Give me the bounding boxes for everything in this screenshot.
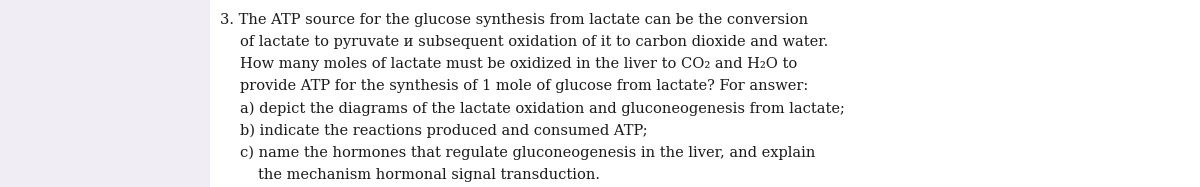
Text: the mechanism hormonal signal transduction.: the mechanism hormonal signal transducti… [258, 168, 600, 182]
Text: 3. The ATP source for the glucose synthesis from lactate can be the conversion: 3. The ATP source for the glucose synthe… [220, 13, 808, 27]
Text: provide ATP for the synthesis of 1 mole of glucose from lactate? For answer:: provide ATP for the synthesis of 1 mole … [240, 79, 809, 93]
Text: of lactate to pyruvate и subsequent oxidation of it to carbon dioxide and water.: of lactate to pyruvate и subsequent oxid… [240, 35, 828, 49]
Text: b) indicate the reactions produced and consumed ATP;: b) indicate the reactions produced and c… [240, 123, 648, 138]
Text: How many moles of lactate must be oxidized in the liver to CO₂ and H₂O to: How many moles of lactate must be oxidiz… [240, 57, 797, 71]
Text: c) name the hormones that regulate gluconeogenesis in the liver, and explain: c) name the hormones that regulate gluco… [240, 145, 815, 160]
Text: a) depict the diagrams of the lactate oxidation and gluconeogenesis from lactate: a) depict the diagrams of the lactate ox… [240, 101, 845, 116]
Bar [0, 0, 210, 187]
